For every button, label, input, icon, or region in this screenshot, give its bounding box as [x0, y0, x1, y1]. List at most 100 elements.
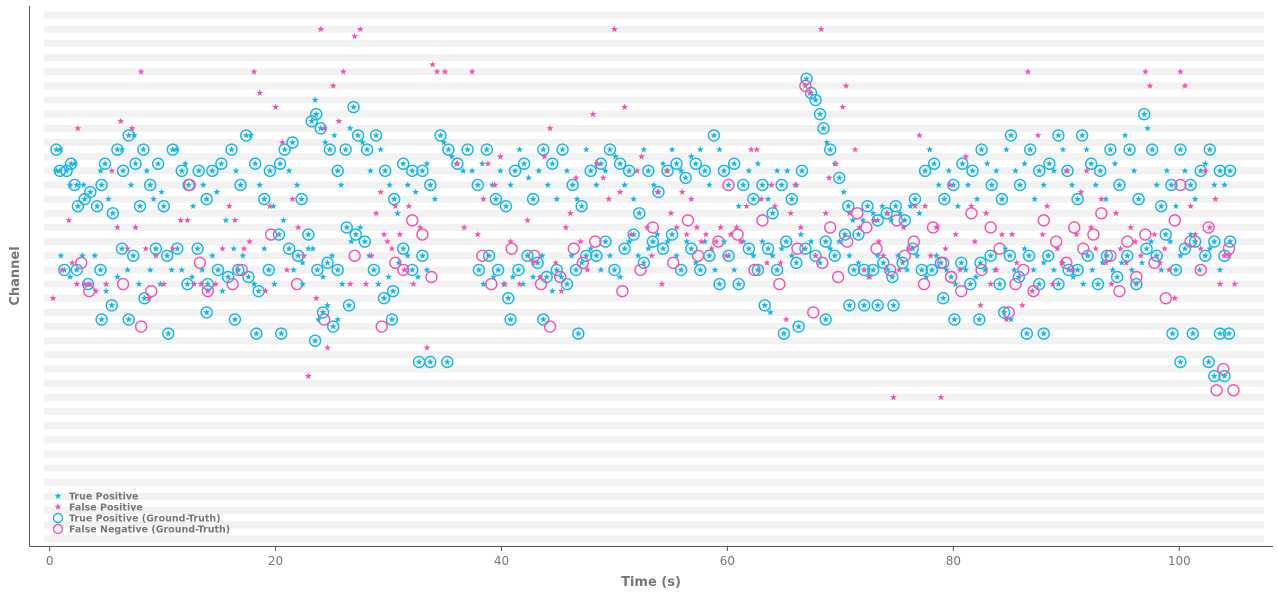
detection-star	[764, 245, 772, 252]
ground-truth-circle	[575, 200, 588, 213]
detection-star	[683, 238, 691, 245]
ground-truth-circle	[90, 200, 104, 213]
detection-star	[1197, 245, 1205, 252]
ground-truth-circle	[857, 263, 871, 277]
ground-truth-circle	[779, 235, 793, 248]
ground-truth-circle	[273, 157, 287, 170]
ground-truth-circle	[722, 249, 735, 262]
channel-band	[44, 153, 1264, 161]
detection-star	[74, 124, 82, 132]
ground-truth-circle	[397, 157, 410, 170]
detection-star	[1040, 181, 1048, 188]
detection-star	[334, 315, 342, 323]
ground-truth-circle	[1150, 249, 1163, 262]
ground-truth-circle	[1223, 235, 1237, 248]
ground-truth-circle	[732, 277, 745, 291]
detection-star	[949, 181, 957, 188]
detection-star	[324, 301, 331, 309]
detection-star	[529, 273, 537, 280]
detection-star	[1049, 280, 1057, 287]
ground-truth-circle	[264, 228, 278, 241]
detection-star	[299, 280, 307, 287]
detection-star	[399, 245, 407, 252]
detection-star	[798, 167, 806, 174]
ground-truth-circle	[94, 263, 107, 277]
detection-star	[987, 252, 995, 259]
detection-star	[319, 273, 327, 280]
detection-star	[1062, 167, 1070, 174]
ground-truth-circle	[323, 143, 336, 156]
ground-truth-circle	[828, 249, 841, 262]
detection-star	[653, 230, 661, 238]
detection-star	[256, 181, 264, 188]
detection-star	[911, 195, 919, 203]
detection-star	[1007, 131, 1015, 139]
ground-truth-circle	[143, 178, 157, 192]
detection-star	[1187, 202, 1194, 210]
detection-star	[1137, 252, 1145, 259]
ground-truth-circle	[367, 263, 381, 277]
detection-star	[1205, 358, 1213, 365]
detection-star	[290, 266, 298, 273]
detection-star	[304, 245, 312, 252]
ground-truth-circle	[1033, 164, 1046, 178]
detection-star	[927, 252, 935, 259]
ground-truth-circle	[160, 249, 174, 262]
ground-truth-circle	[567, 242, 580, 255]
ground-truth-circle	[938, 192, 951, 206]
detection-star	[611, 266, 618, 273]
ground-truth-circle	[886, 270, 899, 284]
ground-truth-circle	[1077, 242, 1090, 255]
ground-truth-circle	[993, 277, 1006, 291]
detection-star	[1226, 167, 1234, 174]
detection-star	[942, 245, 949, 252]
detection-star	[312, 294, 320, 302]
ground-truth-circle	[480, 143, 494, 156]
detection-star	[644, 245, 652, 252]
ground-truth-circle	[728, 157, 741, 170]
detection-star	[683, 230, 691, 238]
ground-truth-circle	[1218, 369, 1231, 383]
detection-star	[178, 266, 186, 273]
ground-truth-circle	[791, 242, 804, 255]
ground-truth-circle	[896, 256, 909, 270]
ground-truth-circle	[1042, 249, 1055, 262]
detection-star	[380, 294, 388, 302]
detection-star	[1231, 280, 1239, 287]
detection-star	[228, 145, 235, 153]
ground-truth-circle	[386, 284, 400, 298]
ground-truth-circle	[556, 143, 569, 156]
detection-star	[1030, 266, 1037, 273]
detection-star	[460, 223, 468, 231]
ground-truth-circle	[1003, 249, 1017, 262]
detection-star	[1156, 259, 1164, 266]
detection-star	[710, 131, 718, 139]
detection-star	[294, 252, 302, 259]
detection-star	[289, 195, 296, 203]
detection-star	[271, 280, 278, 287]
detection-star	[1127, 223, 1135, 231]
detection-star	[803, 75, 810, 82]
ground-truth-circle	[843, 299, 856, 312]
detection-star	[337, 181, 345, 188]
detection-star	[892, 202, 900, 210]
detection-star	[777, 259, 784, 266]
detection-star	[507, 315, 514, 323]
ground-truth-circle	[944, 270, 958, 284]
detection-star	[114, 145, 121, 153]
ground-truth-circle	[263, 164, 277, 178]
detection-star	[869, 209, 877, 217]
detection-star	[335, 117, 343, 125]
ground-truth-circle	[955, 284, 968, 298]
detection-star	[589, 110, 597, 118]
detection-star	[1161, 245, 1169, 252]
detection-star	[1050, 266, 1058, 273]
detection-star	[356, 223, 364, 231]
detection-star	[92, 287, 100, 295]
detection-star	[452, 160, 460, 167]
detection-star	[515, 266, 522, 273]
detection-star	[894, 252, 902, 259]
detection-star	[822, 209, 830, 217]
detection-star	[987, 280, 995, 287]
detection-star	[108, 167, 116, 174]
